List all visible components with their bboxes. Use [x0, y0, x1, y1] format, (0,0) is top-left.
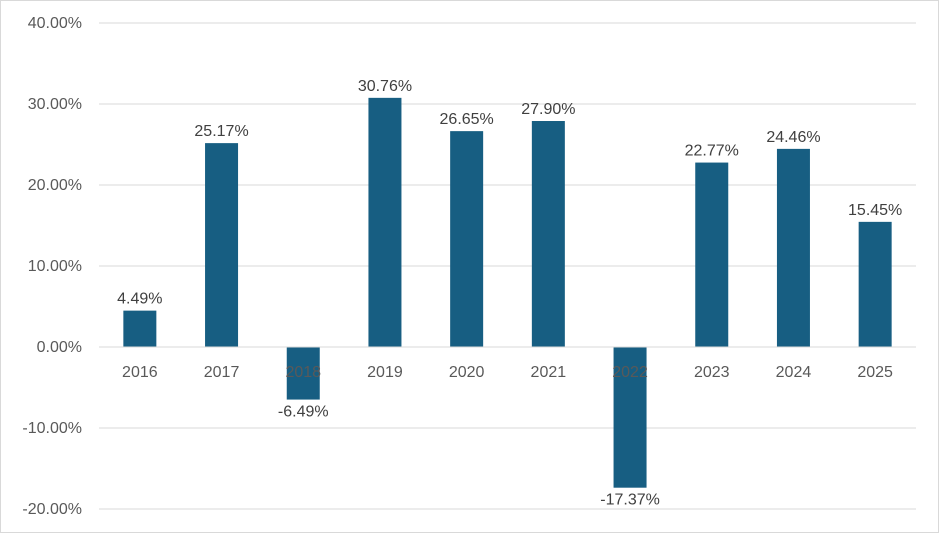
x-tick-label: 2020	[449, 364, 485, 381]
y-tick-label: 20.00%	[28, 177, 82, 194]
x-tick-label: 2019	[367, 364, 403, 381]
y-axis-ticks: 40.00% 30.00% 20.00% 10.00% 0.00% -10.00% -20.…	[22, 15, 82, 518]
x-tick-label: 2018	[285, 364, 321, 381]
data-label: 22.77%	[685, 143, 739, 160]
y-tick-label: -20.00%	[22, 501, 82, 518]
y-tick-label: 40.00%	[28, 15, 82, 32]
x-tick-label: 2023	[694, 364, 730, 381]
data-label: 27.90%	[521, 101, 575, 118]
x-tick-label: 2025	[857, 364, 893, 381]
data-label: -17.37%	[600, 492, 660, 509]
bar-2016	[123, 310, 157, 347]
y-tick-label: 30.00%	[28, 96, 82, 113]
bar-2023	[695, 162, 729, 347]
bar-2020	[450, 131, 484, 347]
data-label: 30.76%	[358, 78, 412, 95]
bar-2017	[205, 143, 239, 347]
bar-2019	[368, 97, 402, 348]
bars	[123, 97, 892, 488]
bar-2022	[613, 347, 647, 488]
bar-2018	[286, 347, 320, 400]
x-tick-label: 2021	[531, 364, 567, 381]
data-label: 4.49%	[117, 291, 162, 308]
x-tick-label: 2017	[204, 364, 240, 381]
x-tick-label: 2016	[122, 364, 158, 381]
data-label: 15.45%	[848, 202, 902, 219]
bar-2024	[776, 148, 810, 347]
data-label: 26.65%	[440, 111, 494, 128]
x-axis-ticks: 2016 2017 2018 2019 2020 2021 2022 2023 2024 2025	[122, 364, 893, 381]
data-labels: 4.49% 25.17% -6.49% 30.76% 26.65% 27.90% -17.3…	[117, 78, 902, 509]
bar-2025	[858, 221, 892, 347]
data-label: 24.46%	[766, 129, 820, 146]
data-label: -6.49%	[278, 404, 329, 421]
x-tick-label: 2024	[776, 364, 812, 381]
bar-2021	[531, 121, 565, 347]
y-tick-label: -10.00%	[22, 420, 82, 437]
data-label: 25.17%	[194, 123, 248, 140]
y-tick-label: 0.00%	[37, 339, 82, 356]
y-tick-label: 10.00%	[28, 258, 82, 275]
x-tick-label: 2022	[612, 364, 648, 381]
